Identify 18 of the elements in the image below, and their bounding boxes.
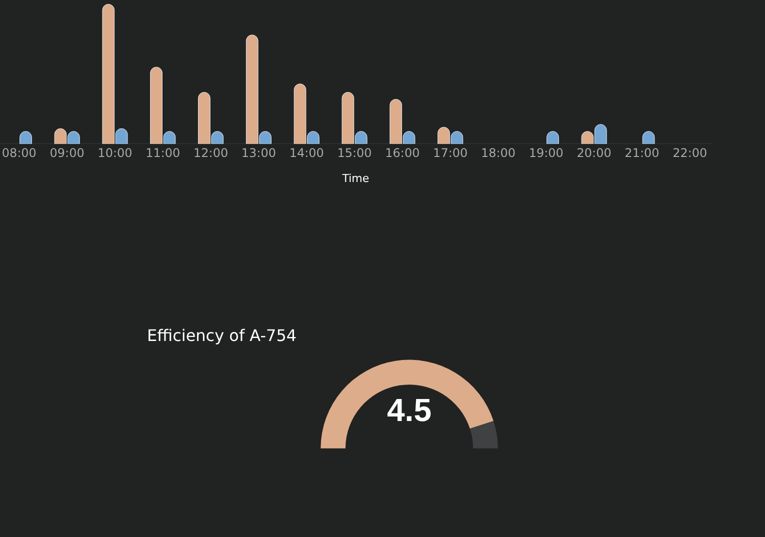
x-tick-label: 21:00 xyxy=(624,146,660,160)
x-tick-label: 13:00 xyxy=(241,146,276,160)
x-tick-label: 09:00 xyxy=(50,146,84,160)
x-tick-label: 16:00 xyxy=(385,146,420,160)
x-tick-label: 15:00 xyxy=(337,146,372,160)
x-tick-label: 12:00 xyxy=(194,146,228,160)
text: 4.5 xyxy=(387,392,432,428)
x-tick-label: 22:00 xyxy=(672,146,708,160)
x-tick-label: 14:00 xyxy=(289,146,324,160)
x-tick-label: 10:00 xyxy=(98,146,132,160)
chart-title: Efficiency of A-754 xyxy=(147,326,297,345)
x-tick-label: 18:00 xyxy=(480,146,516,160)
x-tick-label: 20:00 xyxy=(576,146,612,160)
x-tick-label: 08:00 xyxy=(2,146,36,160)
x-tick-label: 19:00 xyxy=(528,146,564,160)
x-tick-label: 11:00 xyxy=(146,146,180,160)
x-axis-title: Time xyxy=(341,172,370,186)
x-tick-label: 17:00 xyxy=(433,146,468,160)
